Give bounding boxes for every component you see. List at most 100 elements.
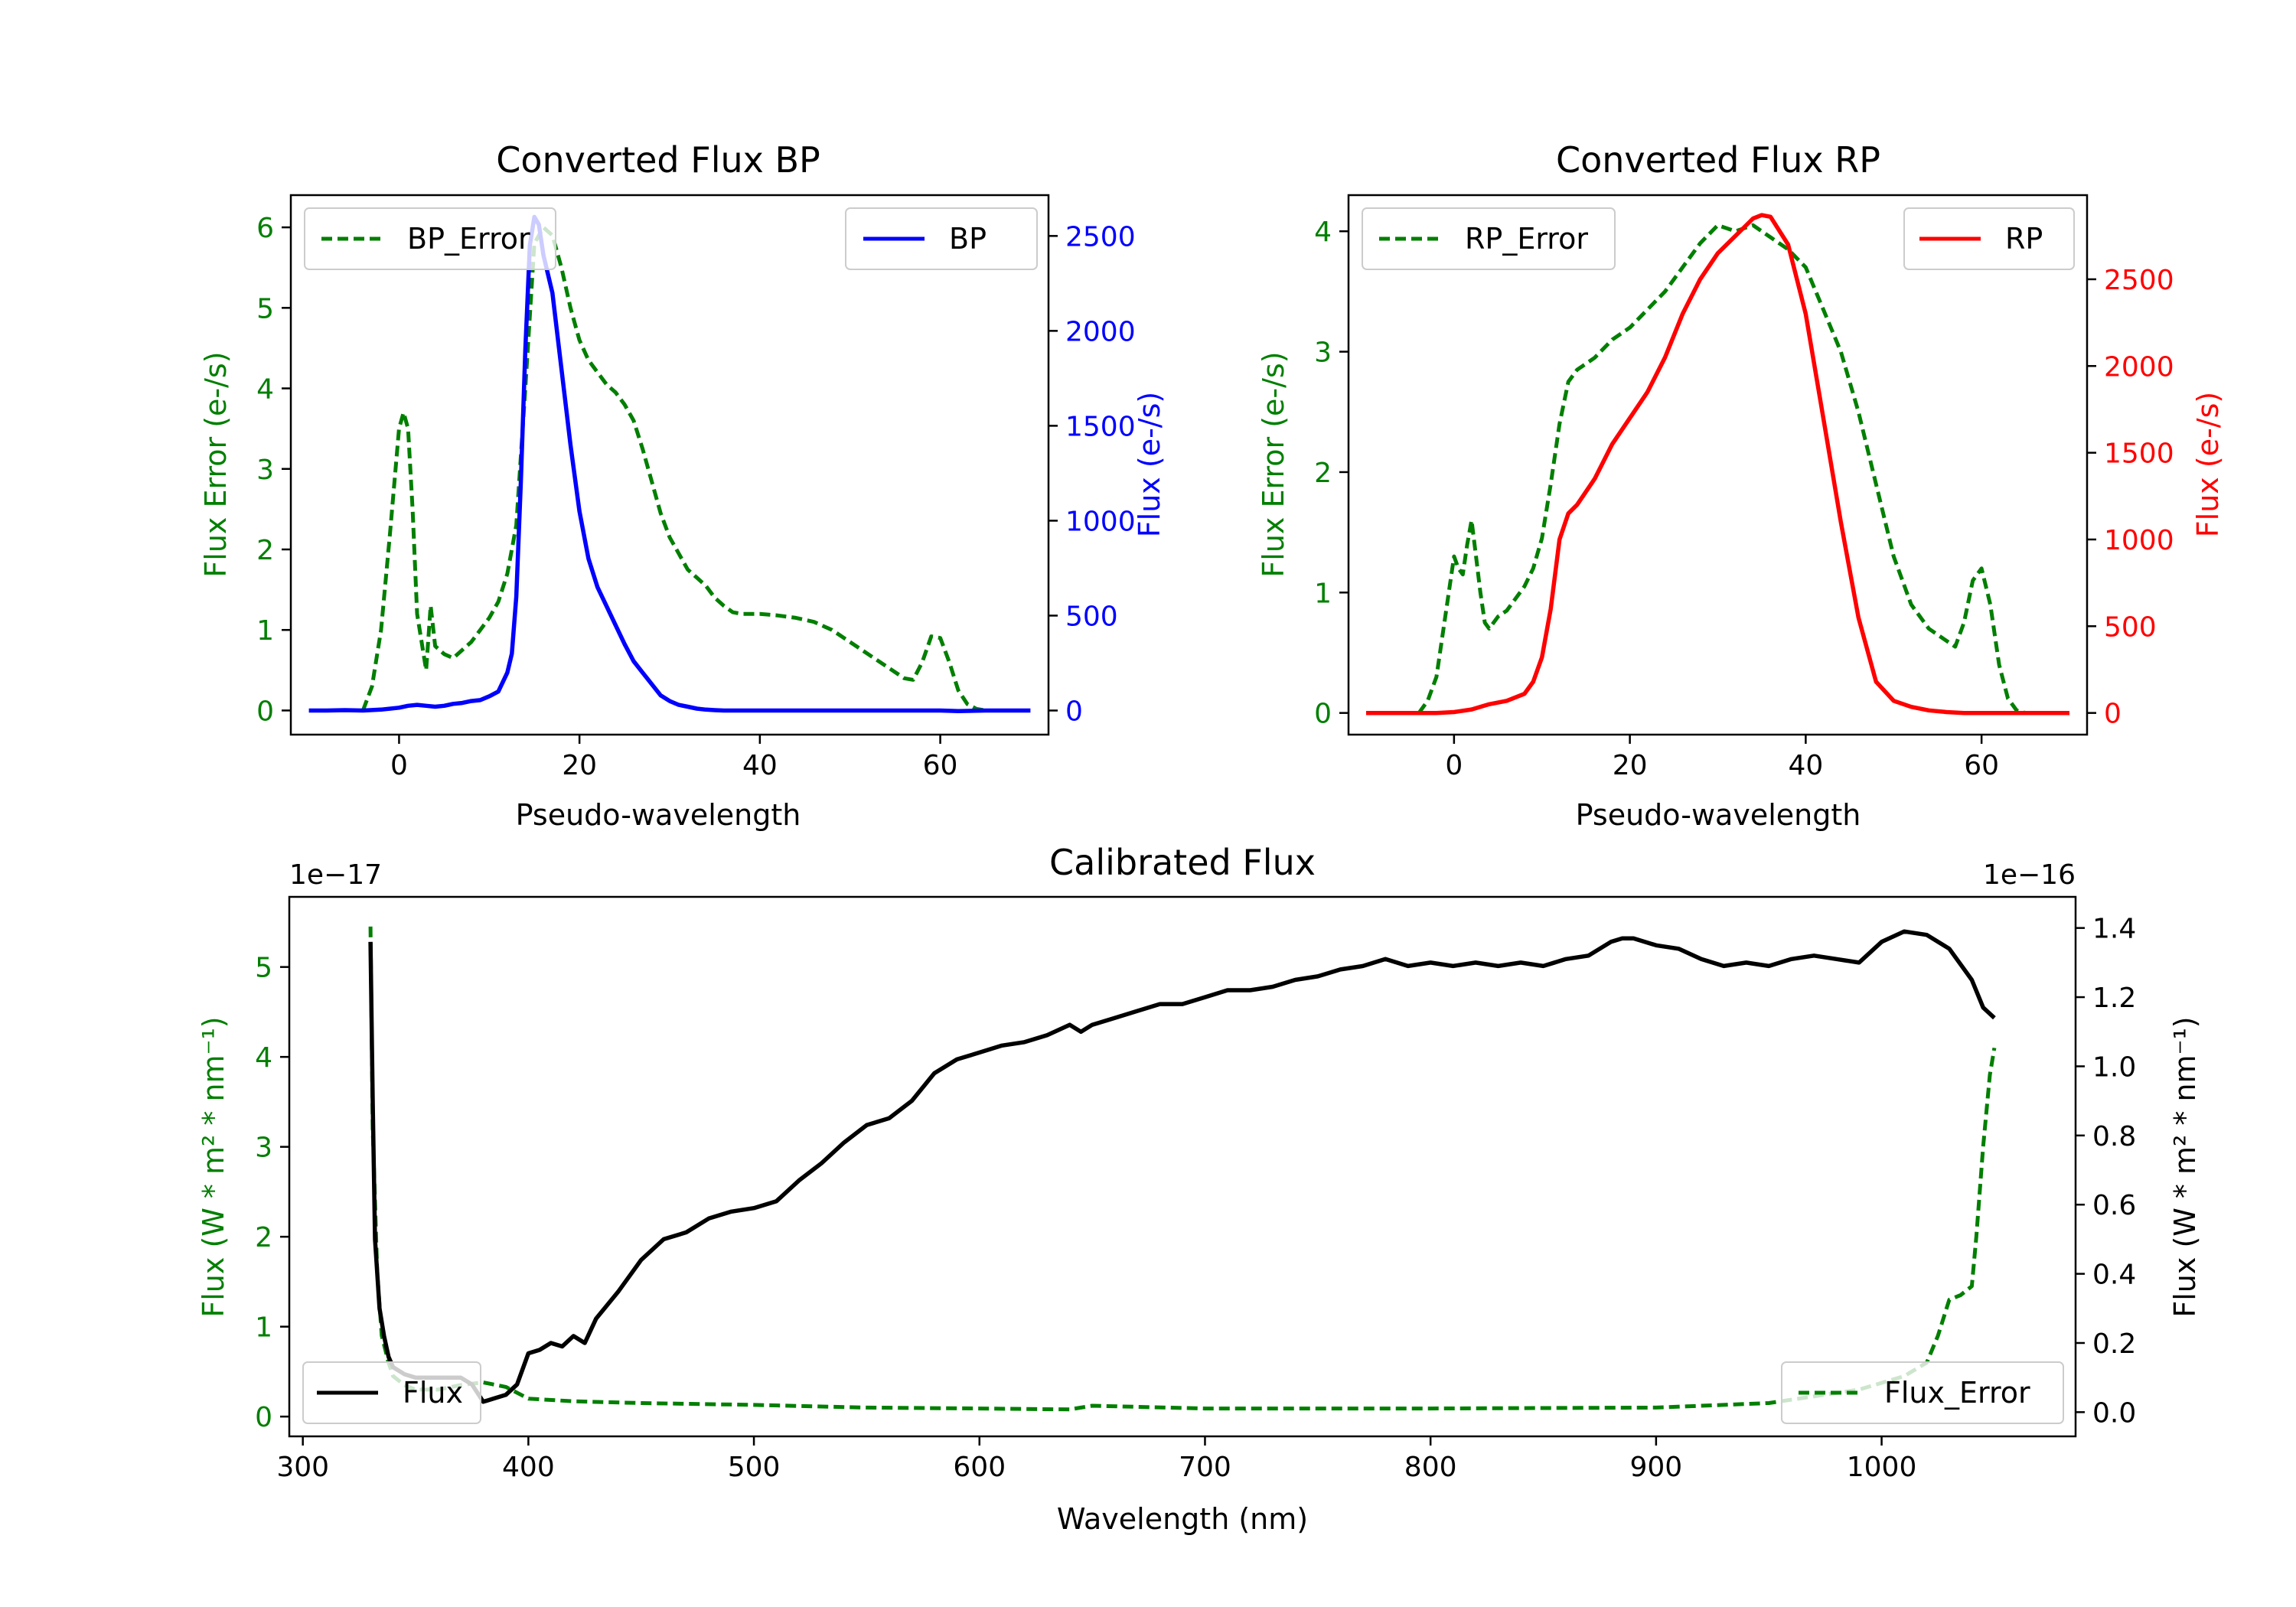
- bp-error-series-line: [360, 225, 986, 712]
- x-tick-label: 400: [502, 1452, 555, 1483]
- rp-legend-right-box: [1903, 207, 2075, 270]
- y-tick-label-left: 2: [255, 1222, 272, 1253]
- bp-x-ticks: 0 20 40 60: [390, 735, 958, 781]
- bp-legend-right: BP: [845, 207, 1038, 270]
- x-tick-label: 40: [1788, 750, 1823, 781]
- y-tick-label-left: 4: [256, 374, 274, 406]
- y-tick-label-right: 1.2: [2092, 983, 2136, 1014]
- rp-plot-area: [1366, 213, 2069, 715]
- bp-legend-left-box: [304, 207, 556, 270]
- y-tick-label-right: 2500: [1065, 221, 1136, 253]
- bp-axes-frame: [289, 194, 1050, 736]
- y-tick-label-left: 3: [255, 1133, 272, 1164]
- y-tick-label-right: 2000: [1065, 316, 1136, 347]
- y-tick-label-left: 0: [255, 1402, 272, 1433]
- calibrated-y-ticks-left: 0 1 2 3 4 5: [255, 953, 289, 1433]
- calibrated-x-ticks: 300 400 500 600 700 800 900 1000: [276, 1436, 1916, 1483]
- bp-series-line: [308, 214, 1031, 713]
- calibrated-y-label-right: Flux (W * m² * nm⁻¹): [2168, 1016, 2202, 1317]
- x-tick-label: 0: [390, 750, 408, 781]
- rp-legend-right: RP: [1903, 207, 2075, 270]
- y-tick-label-right: 0.0: [2092, 1397, 2136, 1429]
- bp-legend-left: BP_Error: [304, 207, 556, 270]
- x-tick-label: 20: [562, 750, 597, 781]
- y-tick-label-right: 2500: [2104, 265, 2174, 296]
- bp-y-label-right: Flux (e-/s): [1133, 392, 1166, 537]
- y-tick-label-left: 4: [1314, 217, 1332, 248]
- x-tick-label: 600: [953, 1452, 1006, 1483]
- flux-series-line: [368, 929, 1996, 1404]
- calibrated-panel: Calibrated Flux 1e−17 1e−16 300 400 500 600…: [197, 842, 2202, 1536]
- y-tick-label-left: 6: [256, 213, 274, 244]
- x-tick-label: 60: [1964, 750, 1999, 781]
- y-tick-label-right: 2000: [2104, 351, 2174, 383]
- y-tick-label-right: 0.4: [2092, 1260, 2136, 1291]
- y-tick-label-left: 1: [1314, 578, 1332, 609]
- x-tick-label: 300: [276, 1452, 329, 1483]
- calibrated-x-label: Wavelength (nm): [1057, 1502, 1308, 1536]
- calibrated-plot-area: [368, 926, 1997, 1412]
- calibrated-offset-right: 1e−16: [1983, 859, 2076, 891]
- y-tick-label-right: 500: [2104, 611, 2157, 643]
- y-tick-label-left: 5: [255, 953, 272, 984]
- x-tick-label: 60: [923, 750, 958, 781]
- rp-series-line: [1366, 213, 2069, 715]
- y-tick-label-left: 0: [1314, 699, 1332, 730]
- y-tick-label-left: 5: [256, 293, 274, 324]
- y-tick-label-right: 0.6: [2092, 1190, 2136, 1221]
- y-tick-label-left: 2: [256, 535, 274, 566]
- bp-panel: Converted Flux BP 0 20 40 60 0 1 2 3 4 5 6 0 500 10…: [199, 139, 1166, 832]
- rp-x-label: Pseudo-wavelength: [1576, 798, 1861, 832]
- y-tick-label-left: 3: [256, 455, 274, 486]
- rp-panel: Converted Flux RP 0 20 40 60 0 1 2 3 4 0 500 1000…: [1257, 139, 2225, 832]
- x-tick-label: 800: [1404, 1452, 1457, 1483]
- calibrated-legend-flux-label: Flux: [403, 1376, 463, 1410]
- flux-error-series-line: [368, 926, 1997, 1412]
- y-tick-label-right: 1500: [2104, 438, 2174, 470]
- rp-error-series-line: [1417, 223, 2027, 715]
- x-tick-label: 500: [728, 1452, 781, 1483]
- x-tick-label: 40: [742, 750, 778, 781]
- rp-y-label-right: Flux (e-/s): [2191, 392, 2225, 537]
- bp-y-ticks-right: 0 500 1000 1500 2000 2500: [1049, 221, 1136, 727]
- y-tick-label-left: 0: [256, 696, 274, 727]
- calibrated-legend-left: Flux: [302, 1361, 481, 1424]
- x-tick-label: 20: [1613, 750, 1648, 781]
- calibrated-offset-left: 1e−17: [289, 859, 382, 891]
- bp-legend-error-label: BP_Error: [407, 222, 530, 256]
- rp-y-ticks-right: 0 500 1000 1500 2000 2500: [2087, 265, 2174, 730]
- x-tick-label: 1000: [1847, 1452, 1917, 1483]
- y-tick-label-right: 0.8: [2092, 1121, 2136, 1152]
- rp-x-ticks: 0 20 40 60: [1445, 735, 1999, 781]
- y-tick-label-right: 0: [1065, 696, 1083, 727]
- calibrated-axes-frame: [288, 895, 2077, 1438]
- calibrated-legend-right: Flux_Error: [1781, 1361, 2064, 1424]
- y-tick-label-left: 3: [1314, 337, 1332, 369]
- x-tick-label: 700: [1179, 1452, 1231, 1483]
- bp-x-label: Pseudo-wavelength: [516, 798, 801, 832]
- y-tick-label-right: 0.2: [2092, 1328, 2136, 1360]
- bp-plot-area: [308, 214, 1031, 713]
- bp-title: Converted Flux BP: [496, 139, 820, 181]
- rp-legend-error-label: RP_Error: [1465, 222, 1588, 256]
- y-tick-label-right: 1.0: [2092, 1051, 2136, 1083]
- y-tick-label-left: 1: [256, 615, 274, 647]
- y-tick-label-right: 1.4: [2092, 914, 2136, 945]
- rp-axes-frame: [1347, 194, 2089, 736]
- calibrated-legend-right-box: [1781, 1361, 2064, 1424]
- x-tick-label: 900: [1630, 1452, 1683, 1483]
- y-tick-label-left: 2: [1314, 458, 1332, 489]
- calibrated-y-ticks-right: 0.0 0.2 0.4 0.6 0.8 1.0 1.2 1.4: [2076, 914, 2136, 1429]
- y-tick-label-left: 1: [255, 1312, 272, 1344]
- y-tick-label-right: 500: [1065, 601, 1118, 632]
- calibrated-title: Calibrated Flux: [1049, 842, 1316, 883]
- calibrated-legend-error-label: Flux_Error: [1884, 1376, 2030, 1410]
- y-tick-label-right: 1000: [1065, 506, 1136, 537]
- rp-legend-left-box: [1362, 207, 1616, 270]
- rp-y-ticks-left: 0 1 2 3 4: [1314, 217, 1349, 730]
- rp-legend-flux-label: RP: [2005, 222, 2043, 256]
- bp-y-ticks-left: 0 1 2 3 4 5 6: [256, 213, 291, 727]
- rp-title: Converted Flux RP: [1556, 139, 1880, 181]
- bp-y-label-left: Flux Error (e-/s): [199, 351, 233, 577]
